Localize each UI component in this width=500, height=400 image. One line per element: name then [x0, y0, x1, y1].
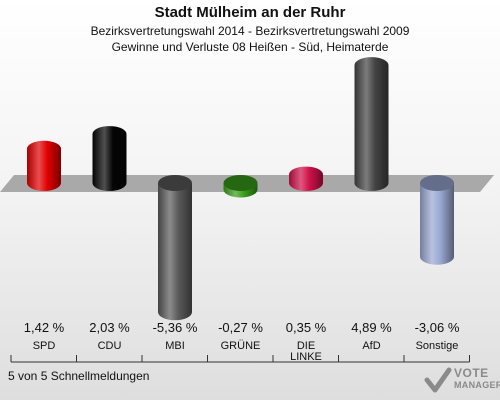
bar-4 [223, 175, 258, 198]
value-labels: 1,42 % 2,03 % -5,36 % -0,27 % 0,35 % 4,89 % -3… [24, 320, 460, 335]
chart-subtitle-district: Gewinne und Verluste 08 Heißen - Süd, He… [111, 40, 389, 54]
logo-text-manager: MANAGER [454, 380, 500, 390]
bar-5 [289, 166, 323, 191]
category-label-3: MBI [165, 340, 185, 352]
category-label-2: CDU [98, 340, 122, 352]
category-label-7: Sonstige [416, 340, 459, 352]
bar-1 [27, 140, 61, 191]
checkmark-icon [424, 367, 452, 393]
category-label-5-line-2: LINKE [290, 351, 322, 363]
value-label-2: 2,03 % [89, 320, 130, 335]
category-label-5-line-1: DIE [297, 340, 315, 352]
chart-title: Stadt Mülheim an der Ruhr [154, 4, 346, 21]
category-label-1: SPD [33, 340, 56, 352]
category-axis [10, 355, 470, 363]
report-count: 5 von 5 Schnellmeldungen [8, 369, 150, 383]
bar-3 [158, 175, 192, 321]
value-label-6: 4,89 % [351, 320, 392, 335]
category-label-6: AfD [362, 340, 380, 352]
chart-subtitle-election: Bezirksvertretungswahl 2014 - Bezirksver… [90, 24, 410, 38]
bar-2 [92, 126, 127, 191]
value-label-5: 0,35 % [286, 320, 327, 335]
bars [27, 57, 454, 321]
bar-7 [420, 175, 454, 265]
logo-text-vote: VOTE [454, 366, 489, 380]
value-label-1: 1,42 % [24, 320, 65, 335]
category-label-4: GRÜNE [221, 340, 261, 352]
value-label-4: -0,27 % [218, 320, 263, 335]
bar-6 [354, 57, 389, 191]
votemanager-logo: VOTE MANAGER [424, 364, 500, 398]
value-label-7: -3,06 % [415, 320, 460, 335]
value-label-3: -5,36 % [153, 320, 198, 335]
